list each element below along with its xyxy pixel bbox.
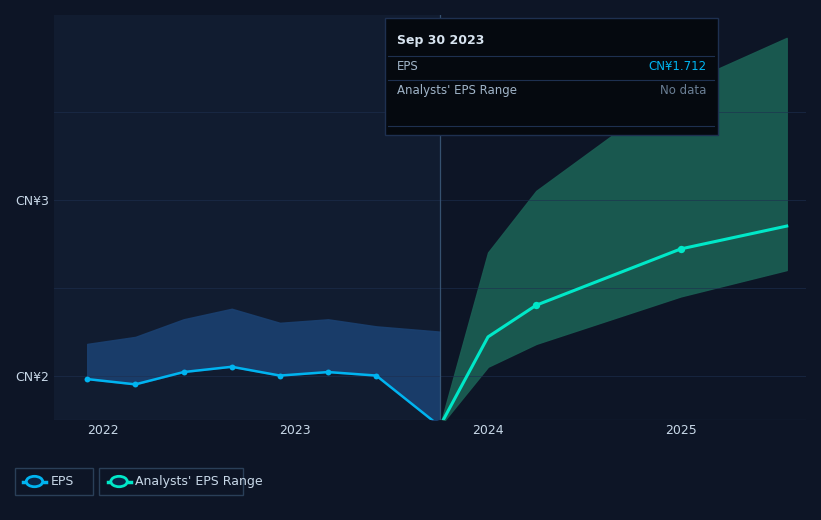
- Point: [273, 371, 287, 380]
- Bar: [54, 15, 440, 420]
- Text: CN¥1.712: CN¥1.712: [648, 60, 706, 73]
- Point: [129, 380, 142, 388]
- Point: [433, 422, 447, 431]
- Text: Sep 30 2023: Sep 30 2023: [397, 34, 484, 47]
- Point: [322, 368, 335, 376]
- Point: [177, 368, 190, 376]
- Point: [369, 371, 383, 380]
- Text: EPS: EPS: [51, 475, 74, 488]
- Text: Analysts' EPS Range: Analysts' EPS Range: [135, 475, 263, 488]
- Text: EPS: EPS: [397, 60, 418, 73]
- Text: Analysts' EPS Range: Analysts' EPS Range: [397, 84, 516, 97]
- Text: Actual: Actual: [391, 64, 430, 77]
- Point: [530, 301, 543, 309]
- Text: No data: No data: [660, 84, 706, 97]
- Point: [433, 422, 447, 431]
- Point: [225, 362, 238, 371]
- Text: Analysts Forecasts: Analysts Forecasts: [449, 64, 566, 77]
- Point: [80, 375, 94, 383]
- Point: [674, 245, 687, 253]
